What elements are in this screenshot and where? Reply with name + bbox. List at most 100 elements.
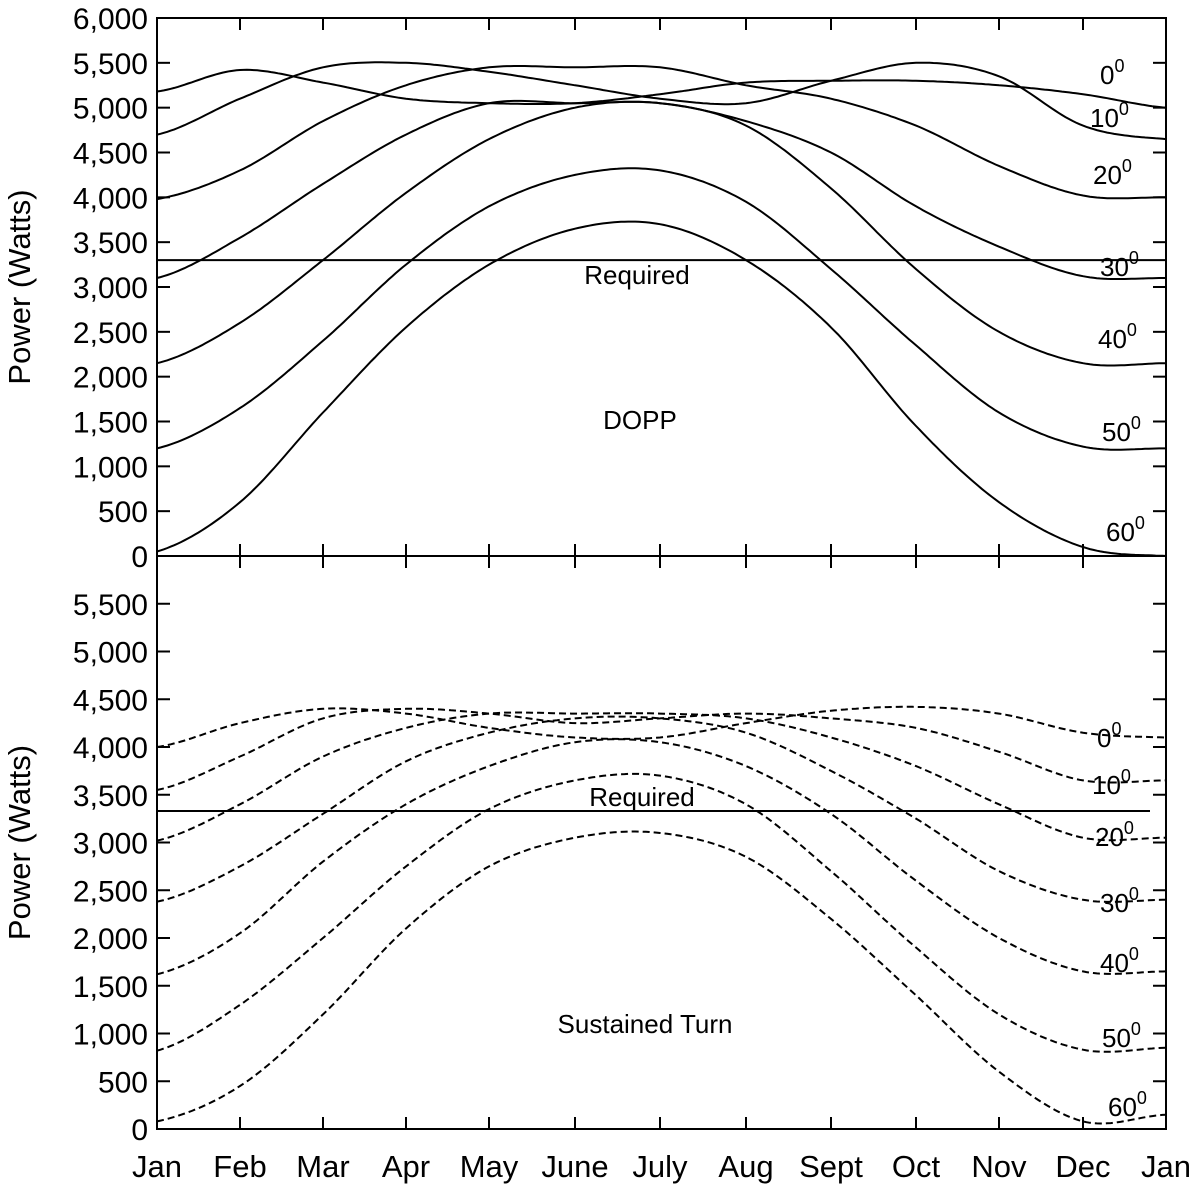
y-tick-label: 3,000 xyxy=(73,828,148,861)
curve-label: 100 xyxy=(1092,766,1131,800)
curve-label-value: 10 xyxy=(1090,103,1119,133)
y-tick-label: 3,500 xyxy=(73,780,148,813)
series-line-10-deg xyxy=(156,707,1166,791)
curve-label-value: 40 xyxy=(1100,948,1129,978)
curve-label-value: 40 xyxy=(1098,324,1127,354)
curve-label-value: 20 xyxy=(1095,822,1124,852)
curve-label: 600 xyxy=(1106,513,1145,547)
panel-annotation: DOPP xyxy=(603,405,677,435)
curve-label-value: 60 xyxy=(1106,517,1135,547)
curve-label-sup: 0 xyxy=(1135,513,1145,533)
y-axis-label: Power (Watts) xyxy=(2,745,37,940)
y-tick-label: 4,000 xyxy=(73,732,148,765)
curve-label-value: 0 xyxy=(1097,723,1111,753)
curve-label-value: 30 xyxy=(1100,888,1129,918)
curve-label-sup: 0 xyxy=(1131,1019,1141,1039)
curve-label: 00 xyxy=(1100,56,1124,90)
curve-label-sup: 0 xyxy=(1127,320,1137,340)
curve-label-sup: 0 xyxy=(1124,818,1134,838)
y-tick-label: 1,500 xyxy=(73,971,148,1004)
series-line-20-deg xyxy=(156,65,1166,201)
curve-label-sup: 0 xyxy=(1129,944,1139,964)
curve-label-value: 20 xyxy=(1093,160,1122,190)
x-tick-label: Dec xyxy=(1055,1149,1110,1184)
curve-label-sup: 0 xyxy=(1129,884,1139,904)
x-tick-label: May xyxy=(460,1149,519,1184)
curve-label-sup: 0 xyxy=(1122,156,1132,176)
y-tick-label: 0 xyxy=(131,1114,148,1147)
y-tick-label: 2,500 xyxy=(73,875,148,908)
series-line-30-deg xyxy=(156,99,1166,280)
x-tick-label: Jan xyxy=(1141,1149,1191,1184)
curve-label: 600 xyxy=(1108,1088,1147,1122)
plot-frame xyxy=(156,555,1167,1130)
curve-label: 00 xyxy=(1097,719,1121,753)
panel-annotation: Sustained Turn xyxy=(558,1009,733,1039)
y-tick-label: 2,500 xyxy=(73,317,148,350)
y-tick-label: 500 xyxy=(98,1066,148,1099)
curve-label: 500 xyxy=(1102,1019,1141,1053)
curve-label: 300 xyxy=(1100,248,1139,282)
curve-label-sup: 0 xyxy=(1129,248,1139,268)
x-tick-label: Jan xyxy=(132,1149,182,1184)
y-tick-label: 3,000 xyxy=(73,272,148,305)
series-line-50-deg xyxy=(156,772,1167,1053)
y-tick-label: 1,000 xyxy=(73,451,148,484)
curve-label: 400 xyxy=(1100,944,1139,978)
panel-top: 0 500 1,000 1,500 2,000 2,500 3,000 3,500 4,000 4… xyxy=(2,3,1167,574)
curve-label: 100 xyxy=(1090,99,1129,133)
x-tick-label: Aug xyxy=(718,1149,773,1184)
y-tick-label: 5,000 xyxy=(73,637,148,670)
curve-label-sup: 0 xyxy=(1119,99,1129,119)
x-tick-label: June xyxy=(541,1149,608,1184)
required-label: Required xyxy=(589,782,695,812)
y-tick-label: 1,500 xyxy=(73,407,148,440)
curve-label-value: 60 xyxy=(1108,1092,1137,1122)
x-tick-label: July xyxy=(632,1149,688,1184)
curve-label-value: 10 xyxy=(1092,770,1121,800)
series-line-50-deg xyxy=(156,167,1166,451)
x-tick-label: Oct xyxy=(892,1149,941,1184)
y-tick-label: 4,500 xyxy=(73,138,148,171)
x-tick-label: Sept xyxy=(799,1149,863,1184)
series-line-0-deg xyxy=(156,68,1167,109)
curve-label-sup: 0 xyxy=(1121,766,1131,786)
x-tick-label: Feb xyxy=(213,1149,266,1184)
y-tick-label: 0 xyxy=(131,541,148,574)
series-line-40-deg xyxy=(156,100,1166,367)
y-tick-label: 4,500 xyxy=(73,684,148,717)
curve-label-sup: 0 xyxy=(1114,56,1124,76)
y-tick-label: 5,000 xyxy=(73,93,148,126)
x-tick-label: Apr xyxy=(382,1149,430,1184)
curve-label-sup: 0 xyxy=(1137,1088,1147,1108)
series-line-60-deg xyxy=(156,220,1167,557)
required-label: Required xyxy=(584,260,690,290)
series-line-0-deg xyxy=(156,705,1167,748)
y-tick-label: 2,000 xyxy=(73,923,148,956)
y-tick-label: 5,500 xyxy=(73,48,148,81)
y-axis-label: Power (Watts) xyxy=(2,189,37,384)
y-tick-label: 6,000 xyxy=(73,3,148,36)
series-line-40-deg xyxy=(156,738,1167,976)
curve-label-value: 0 xyxy=(1100,60,1114,90)
curve-label-value: 30 xyxy=(1100,252,1129,282)
x-axis: Jan Feb Mar Apr May June July Aug Sept Oct Nov Dec J… xyxy=(132,1149,1191,1184)
curve-label: 300 xyxy=(1100,884,1139,918)
curve-label: 400 xyxy=(1098,320,1137,354)
series-line-60-deg xyxy=(156,830,1167,1125)
series-line-30-deg xyxy=(156,715,1166,903)
y-tick-label: 1,000 xyxy=(73,1019,148,1052)
y-tick-label: 500 xyxy=(98,496,148,529)
curve-label: 200 xyxy=(1095,818,1134,852)
curve-label: 200 xyxy=(1093,156,1132,190)
y-tick-label: 4,000 xyxy=(73,182,148,215)
curve-label-value: 50 xyxy=(1102,1023,1131,1053)
y-tick-label: 2,000 xyxy=(73,362,148,395)
panel-bottom: 05001,0001,5002,0002,5003,0003,5004,0004… xyxy=(2,555,1167,1147)
y-tick-label: 3,500 xyxy=(73,227,148,260)
series-line-20-deg xyxy=(156,711,1167,842)
y-tick-label: 5,500 xyxy=(73,589,148,622)
x-tick-label: Nov xyxy=(971,1149,1027,1184)
curve-label-sup: 0 xyxy=(1111,719,1121,739)
